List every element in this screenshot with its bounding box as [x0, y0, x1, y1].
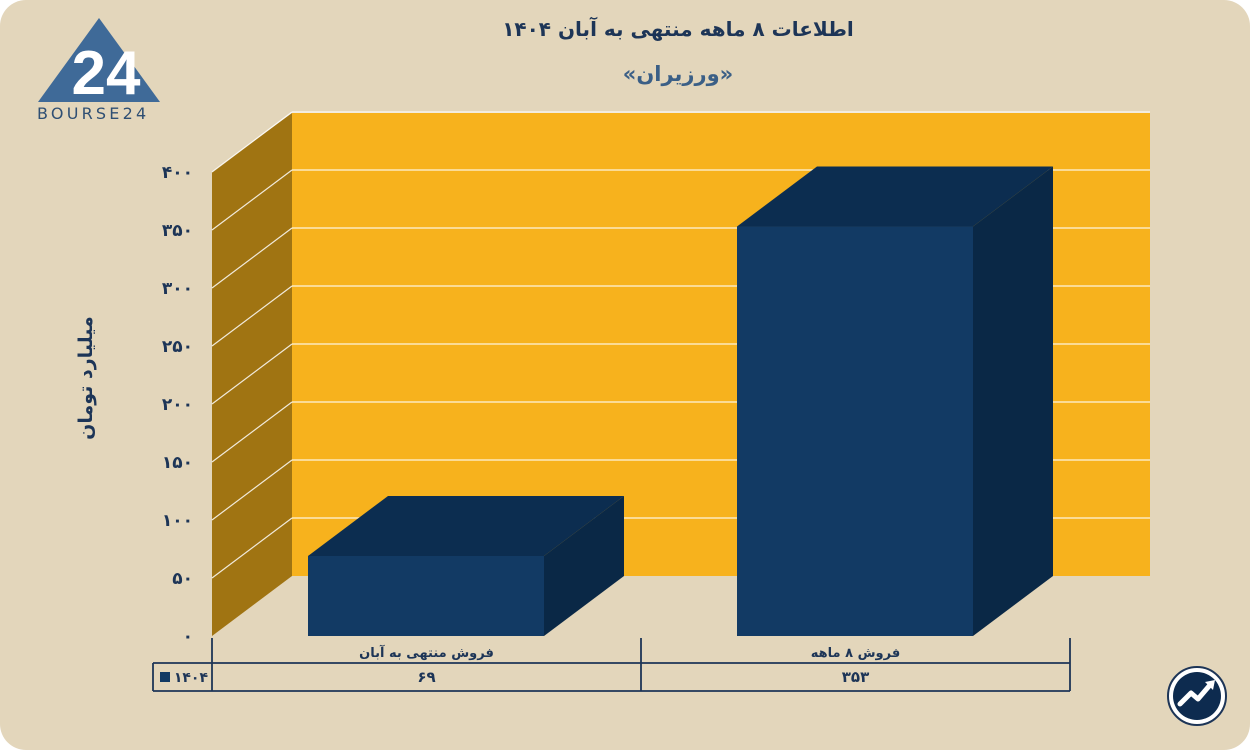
bourse24-logo: 24	[38, 18, 160, 108]
bar-top	[308, 495, 624, 556]
chart-subtitle: «ورزیران»	[622, 62, 734, 86]
x-category-label: فروش منتهی به آبان	[359, 644, 494, 661]
gridline-side	[211, 111, 293, 173]
y-tick-label: ۴۰۰	[162, 163, 193, 183]
y-tick-label: ۰	[183, 627, 193, 647]
y-tick-label: ۲۵۰	[162, 337, 193, 357]
gridline-side	[211, 227, 293, 289]
logo-mark: 24	[72, 39, 141, 108]
chart-title: اطلاعات ۸ ماهه منتهی به آبان ۱۴۰۴	[502, 17, 854, 41]
y-tick-label: ۱۵۰	[162, 453, 193, 473]
y-tick-label: ۲۰۰	[162, 395, 193, 415]
gridline-side	[211, 343, 293, 405]
data-value-label: ۶۹	[417, 668, 435, 686]
trend-chart-icon[interactable]	[1167, 666, 1227, 726]
gridline-side	[211, 285, 293, 347]
x-category-label: فروش ۸ ماهه	[811, 646, 900, 661]
bar-side	[973, 166, 1053, 636]
gridline-side	[211, 459, 293, 521]
legend-series-name: ۱۴۰۴	[174, 670, 209, 686]
gridline-side	[211, 169, 293, 231]
bar	[308, 555, 544, 636]
gridline-side	[211, 517, 293, 579]
y-tick-label: ۳۰۰	[162, 279, 193, 299]
bar-side	[544, 495, 624, 636]
data-value-label: ۳۵۳	[842, 668, 869, 686]
legend-swatch	[160, 672, 170, 682]
y-tick-label: ۳۵۰	[162, 221, 193, 241]
bar-top	[737, 166, 1053, 227]
logo-text: BOURSE24	[37, 104, 150, 123]
y-tick-label: ۱۰۰	[162, 511, 193, 531]
y-tick-label: ۵۰	[172, 569, 193, 589]
gridline-side	[211, 401, 293, 463]
bar	[737, 226, 973, 636]
